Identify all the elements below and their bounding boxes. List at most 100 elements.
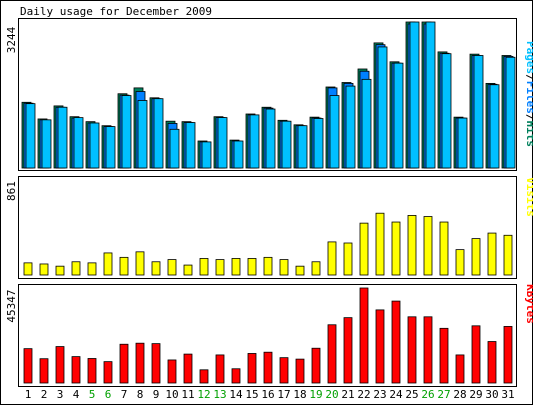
bar-kbytes-day-15 bbox=[247, 353, 257, 384]
bar-pages-day-2 bbox=[41, 119, 52, 169]
day-label-8: 8 bbox=[137, 388, 144, 401]
bar-visits-day-18 bbox=[295, 265, 305, 276]
bar-visits-day-11 bbox=[183, 264, 193, 276]
kbytes-bars bbox=[23, 287, 513, 384]
bar-pages-day-31 bbox=[505, 56, 516, 169]
legend-separator: / bbox=[524, 114, 533, 121]
day-label-11: 11 bbox=[181, 388, 194, 401]
bar-visits-day-17 bbox=[279, 259, 289, 276]
day-label-29: 29 bbox=[469, 388, 482, 401]
bar-visits-day-31 bbox=[503, 234, 513, 276]
bar-kbytes-day-25 bbox=[407, 316, 417, 384]
day-label-27: 27 bbox=[437, 388, 450, 401]
day-label-1: 1 bbox=[25, 388, 32, 401]
bar-pages-day-20 bbox=[329, 95, 340, 169]
day-label-20: 20 bbox=[325, 388, 338, 401]
bar-kbytes-day-17 bbox=[279, 357, 289, 384]
bar-pages-day-16 bbox=[265, 108, 276, 169]
bar-pages-day-11 bbox=[185, 122, 196, 169]
bar-pages-day-1 bbox=[25, 103, 36, 169]
bar-kbytes-day-27 bbox=[439, 327, 449, 384]
day-label-30: 30 bbox=[485, 388, 498, 401]
bar-kbytes-day-29 bbox=[471, 325, 481, 384]
panel-kbytes: 45347 KBytes bbox=[5, 284, 533, 387]
bar-kbytes-day-2 bbox=[39, 358, 49, 384]
bar-kbytes-day-3 bbox=[55, 346, 65, 384]
day-label-26: 26 bbox=[421, 388, 434, 401]
bar-pages-day-27 bbox=[441, 53, 452, 169]
bar-visits-day-7 bbox=[119, 256, 129, 276]
day-label-7: 7 bbox=[121, 388, 128, 401]
day-label-24: 24 bbox=[389, 388, 403, 401]
bar-visits-day-6 bbox=[103, 252, 113, 276]
bar-visits-day-24 bbox=[391, 221, 401, 276]
day-label-28: 28 bbox=[453, 388, 466, 401]
bar-kbytes-day-28 bbox=[455, 354, 465, 384]
bar-visits-day-19 bbox=[311, 261, 321, 276]
bar-visits-day-9 bbox=[151, 261, 161, 276]
legend-files: Files bbox=[524, 81, 533, 114]
legend-visits: Visits bbox=[524, 177, 533, 217]
legend-kbytes-panel: KBytes bbox=[524, 284, 533, 324]
bar-pages-day-17 bbox=[281, 120, 292, 169]
bar-kbytes-day-11 bbox=[183, 353, 193, 384]
bar-pages-day-10 bbox=[169, 128, 180, 169]
day-label-25: 25 bbox=[405, 388, 418, 401]
panel-visits-ymax: 861 bbox=[5, 181, 18, 201]
bar-kbytes-day-18 bbox=[295, 358, 305, 384]
bar-kbytes-day-4 bbox=[71, 356, 81, 384]
bar-kbytes-day-14 bbox=[231, 368, 241, 384]
bar-kbytes-day-31 bbox=[503, 326, 513, 384]
day-label-12: 12 bbox=[197, 388, 210, 401]
bar-kbytes-day-30 bbox=[487, 341, 497, 384]
bar-kbytes-day-8 bbox=[135, 342, 145, 384]
day-label-23: 23 bbox=[373, 388, 386, 401]
day-label-5: 5 bbox=[89, 388, 96, 401]
bar-visits-day-16 bbox=[263, 256, 273, 276]
hits-files-pages-bars bbox=[21, 21, 516, 169]
day-label-18: 18 bbox=[293, 388, 306, 401]
day-label-6: 6 bbox=[105, 388, 112, 401]
legend-separator: / bbox=[524, 74, 533, 81]
panel-visits-frame bbox=[18, 176, 517, 279]
bar-pages-day-14 bbox=[233, 140, 244, 169]
day-label-10: 10 bbox=[165, 388, 178, 401]
bar-visits-day-26 bbox=[423, 216, 433, 276]
bar-visits-day-8 bbox=[135, 251, 145, 276]
bar-visits-day-5 bbox=[87, 262, 97, 276]
bar-visits-day-15 bbox=[247, 258, 257, 276]
bar-visits-day-23 bbox=[375, 212, 385, 276]
bar-pages-day-28 bbox=[457, 117, 468, 169]
bar-pages-day-19 bbox=[313, 118, 324, 169]
day-label-3: 3 bbox=[57, 388, 64, 401]
visits-bars bbox=[23, 212, 513, 276]
bar-kbytes-day-9 bbox=[151, 343, 161, 384]
day-label-14: 14 bbox=[229, 388, 243, 401]
panel-visits: 861 Visits bbox=[5, 176, 533, 279]
bar-pages-day-9 bbox=[153, 98, 164, 169]
day-label-19: 19 bbox=[309, 388, 322, 401]
panel-hits-frame bbox=[18, 18, 517, 171]
bar-pages-day-6 bbox=[105, 126, 116, 169]
bar-pages-day-30 bbox=[489, 84, 500, 169]
bar-visits-day-2 bbox=[39, 263, 49, 276]
bar-visits-day-14 bbox=[231, 258, 241, 276]
bar-kbytes-day-5 bbox=[87, 358, 97, 384]
bar-visits-day-1 bbox=[23, 262, 33, 276]
day-label-15: 15 bbox=[245, 388, 258, 401]
panel-kbytes-frame bbox=[18, 284, 517, 387]
bar-pages-day-25 bbox=[409, 21, 420, 169]
day-axis-labels: 1 2 3 4 5 6 7 8 9 10 11 12 13 14 15 16 17 18 19 20 21 22 23 24 2… bbox=[25, 388, 515, 401]
bar-kbytes-day-19 bbox=[311, 347, 321, 384]
bar-kbytes-day-13 bbox=[215, 354, 225, 384]
day-label-16: 16 bbox=[261, 388, 274, 401]
bar-kbytes-day-26 bbox=[423, 316, 433, 384]
bar-visits-day-29 bbox=[471, 238, 481, 276]
chart-title: Daily usage for December 2009 bbox=[20, 5, 212, 18]
bar-pages-day-3 bbox=[57, 106, 68, 169]
legend-text: Pages/Files/Hits bbox=[524, 41, 533, 147]
day-label-13: 13 bbox=[213, 388, 226, 401]
bar-pages-day-12 bbox=[201, 141, 212, 169]
